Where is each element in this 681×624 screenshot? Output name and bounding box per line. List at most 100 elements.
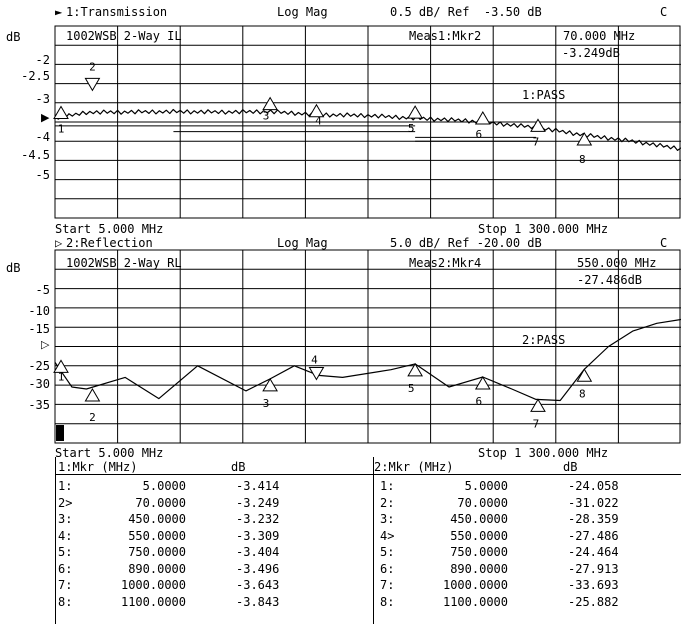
marker-frequency: 1000.0000	[442, 578, 508, 592]
marker-id: 2:	[380, 495, 395, 510]
marker-label: 5	[408, 382, 415, 395]
marker-id: 5:	[58, 545, 73, 559]
marker-id: 7:	[380, 578, 395, 592]
marker-id: 2>	[58, 495, 73, 510]
ref-position-icon: ▷	[41, 338, 50, 351]
ch2-channel-label: 2:Reflection	[66, 236, 153, 250]
marker-value: -3.309	[236, 528, 280, 543]
ref-position-icon: ▶	[41, 111, 50, 124]
ch1-stop-label: Stop 1 300.000 MHz	[478, 222, 609, 236]
marker-value: -24.058	[568, 479, 619, 493]
ch1-channel-label: 1:Transmission	[66, 5, 168, 19]
y-tick-label: -15	[28, 322, 50, 336]
marker-triangle-icon	[407, 362, 424, 377]
ch1-active-marker-freq: 70.000 MHz	[563, 29, 636, 43]
y-tick-label: -3	[36, 92, 50, 106]
marker-label: 8	[579, 153, 586, 166]
marker-table-row: 1: 5.0000 -3.414	[56, 479, 356, 495]
marker-id: 4:	[58, 528, 73, 543]
marker-value: -33.693	[568, 578, 619, 592]
marker-frequency: 750.0000	[128, 545, 186, 559]
ch2-active-marker-value: -27.486dB	[577, 273, 643, 287]
marker-id: 1:	[58, 479, 73, 493]
marker-value: -3.643	[236, 578, 280, 592]
ch2-scale: 5.0 dB/ Ref -20.00 dB	[390, 236, 542, 250]
marker-table-row: 5: 750.0000 -3.404	[56, 545, 356, 561]
marker-frequency: 1000.0000	[120, 578, 186, 592]
marker-triangle-icon	[407, 105, 424, 119]
marker-label: 6	[475, 128, 482, 141]
marker-triangle-icon	[53, 105, 69, 120]
marker-value: -3.496	[236, 561, 280, 576]
marker-triangle-icon	[530, 118, 546, 132]
marker-triangle-icon	[53, 359, 69, 373]
ch2-start-label: Start 5.000 MHz	[55, 446, 164, 460]
marker-frequency: 1100.0000	[442, 594, 508, 609]
y-tick-label: -5	[36, 283, 50, 297]
marker-label: 6	[475, 395, 482, 408]
marker-triangle-icon	[474, 376, 491, 390]
marker-label: 2	[89, 60, 96, 73]
ch2-format: Log Mag	[277, 236, 328, 250]
marker-triangle-icon	[84, 77, 101, 92]
marker-frequency: 70.0000	[135, 495, 186, 510]
marker-value: -3.843	[236, 594, 280, 609]
marker-frequency: 750.0000	[450, 545, 508, 559]
marker-table-row: 4: 550.0000 -3.309	[56, 529, 356, 545]
ch2-active-marker-freq: 550.000 MHz	[577, 256, 657, 270]
ch2-active-marker: Meas2:Mkr4	[409, 256, 482, 270]
marker-value: -25.882	[568, 594, 619, 609]
ch1-ylabel: dB	[6, 30, 21, 44]
marker-frequency: 450.0000	[450, 512, 508, 526]
marker-value: -28.359	[568, 512, 619, 526]
ch2-marker-table-header: 2:Mkr (MHz)	[374, 460, 454, 474]
ch2-title: 1002WSB 2-Way RL	[66, 256, 182, 270]
marker-triangle-icon	[576, 368, 593, 382]
marker-triangle-icon	[262, 377, 278, 392]
marker-table-row: 8: 1100.0000 -3.843	[56, 595, 356, 611]
marker-label: 2	[89, 411, 96, 424]
marker-frequency: 450.0000	[128, 512, 186, 526]
marker-frequency: 5.0000	[464, 479, 508, 493]
marker-table-row: 5: 750.0000 -24.464	[372, 545, 672, 561]
marker-id: 7:	[58, 578, 73, 592]
marker-id: 3:	[58, 512, 73, 526]
marker-frequency: 5.0000	[142, 479, 186, 493]
trace-line	[54, 108, 681, 151]
ch1-start-label: Start 5.000 MHz	[55, 222, 164, 236]
ch1-format: Log Mag	[277, 5, 328, 19]
marker-id: 8:	[58, 594, 73, 609]
ch2-ref-arrow-icon: ▷	[55, 236, 63, 250]
marker-triangle-icon	[530, 398, 546, 412]
ch1-marker-table-header: 1:Mkr (MHz)	[58, 460, 138, 474]
marker-label: 3	[263, 110, 270, 123]
ch2-stop-label: Stop 1 300.000 MHz	[478, 446, 609, 460]
marker-frequency: 890.0000	[128, 561, 186, 576]
marker-triangle-icon	[84, 387, 101, 402]
ch2-coupling: C	[660, 236, 668, 250]
marker-table-row: 7: 1000.0000 -3.643	[56, 578, 356, 594]
y-tick-label: -4.5	[21, 148, 50, 162]
marker-table-row: 2: 70.0000 -31.022	[372, 496, 672, 512]
y-tick-label: -25	[28, 359, 50, 373]
marker-label: 4	[315, 115, 322, 128]
ch1-marker-table-unit: dB	[231, 460, 246, 474]
marker-value: -3.249	[236, 495, 280, 510]
ch2-ylabel: dB	[6, 261, 21, 275]
y-tick-label: -4	[36, 130, 50, 144]
ch2-limit-status: 2:PASS	[522, 333, 566, 347]
marker-triangle-icon	[308, 103, 325, 118]
marker-triangle-icon	[262, 96, 278, 111]
ch1-active-marker: Meas1:Mkr2	[409, 29, 482, 43]
marker-id: 6:	[380, 561, 395, 576]
marker-label: 7	[533, 135, 540, 148]
marker-id: 8:	[380, 594, 395, 609]
marker-label: 8	[579, 387, 586, 400]
marker-table-row: 1: 5.0000 -24.058	[372, 479, 672, 495]
marker-label: 3	[263, 397, 270, 410]
marker-label: 4	[311, 353, 318, 366]
marker-value: -3.404	[236, 545, 280, 559]
marker-id: 1:	[380, 479, 395, 493]
y-tick-label: -2.5	[21, 69, 50, 83]
